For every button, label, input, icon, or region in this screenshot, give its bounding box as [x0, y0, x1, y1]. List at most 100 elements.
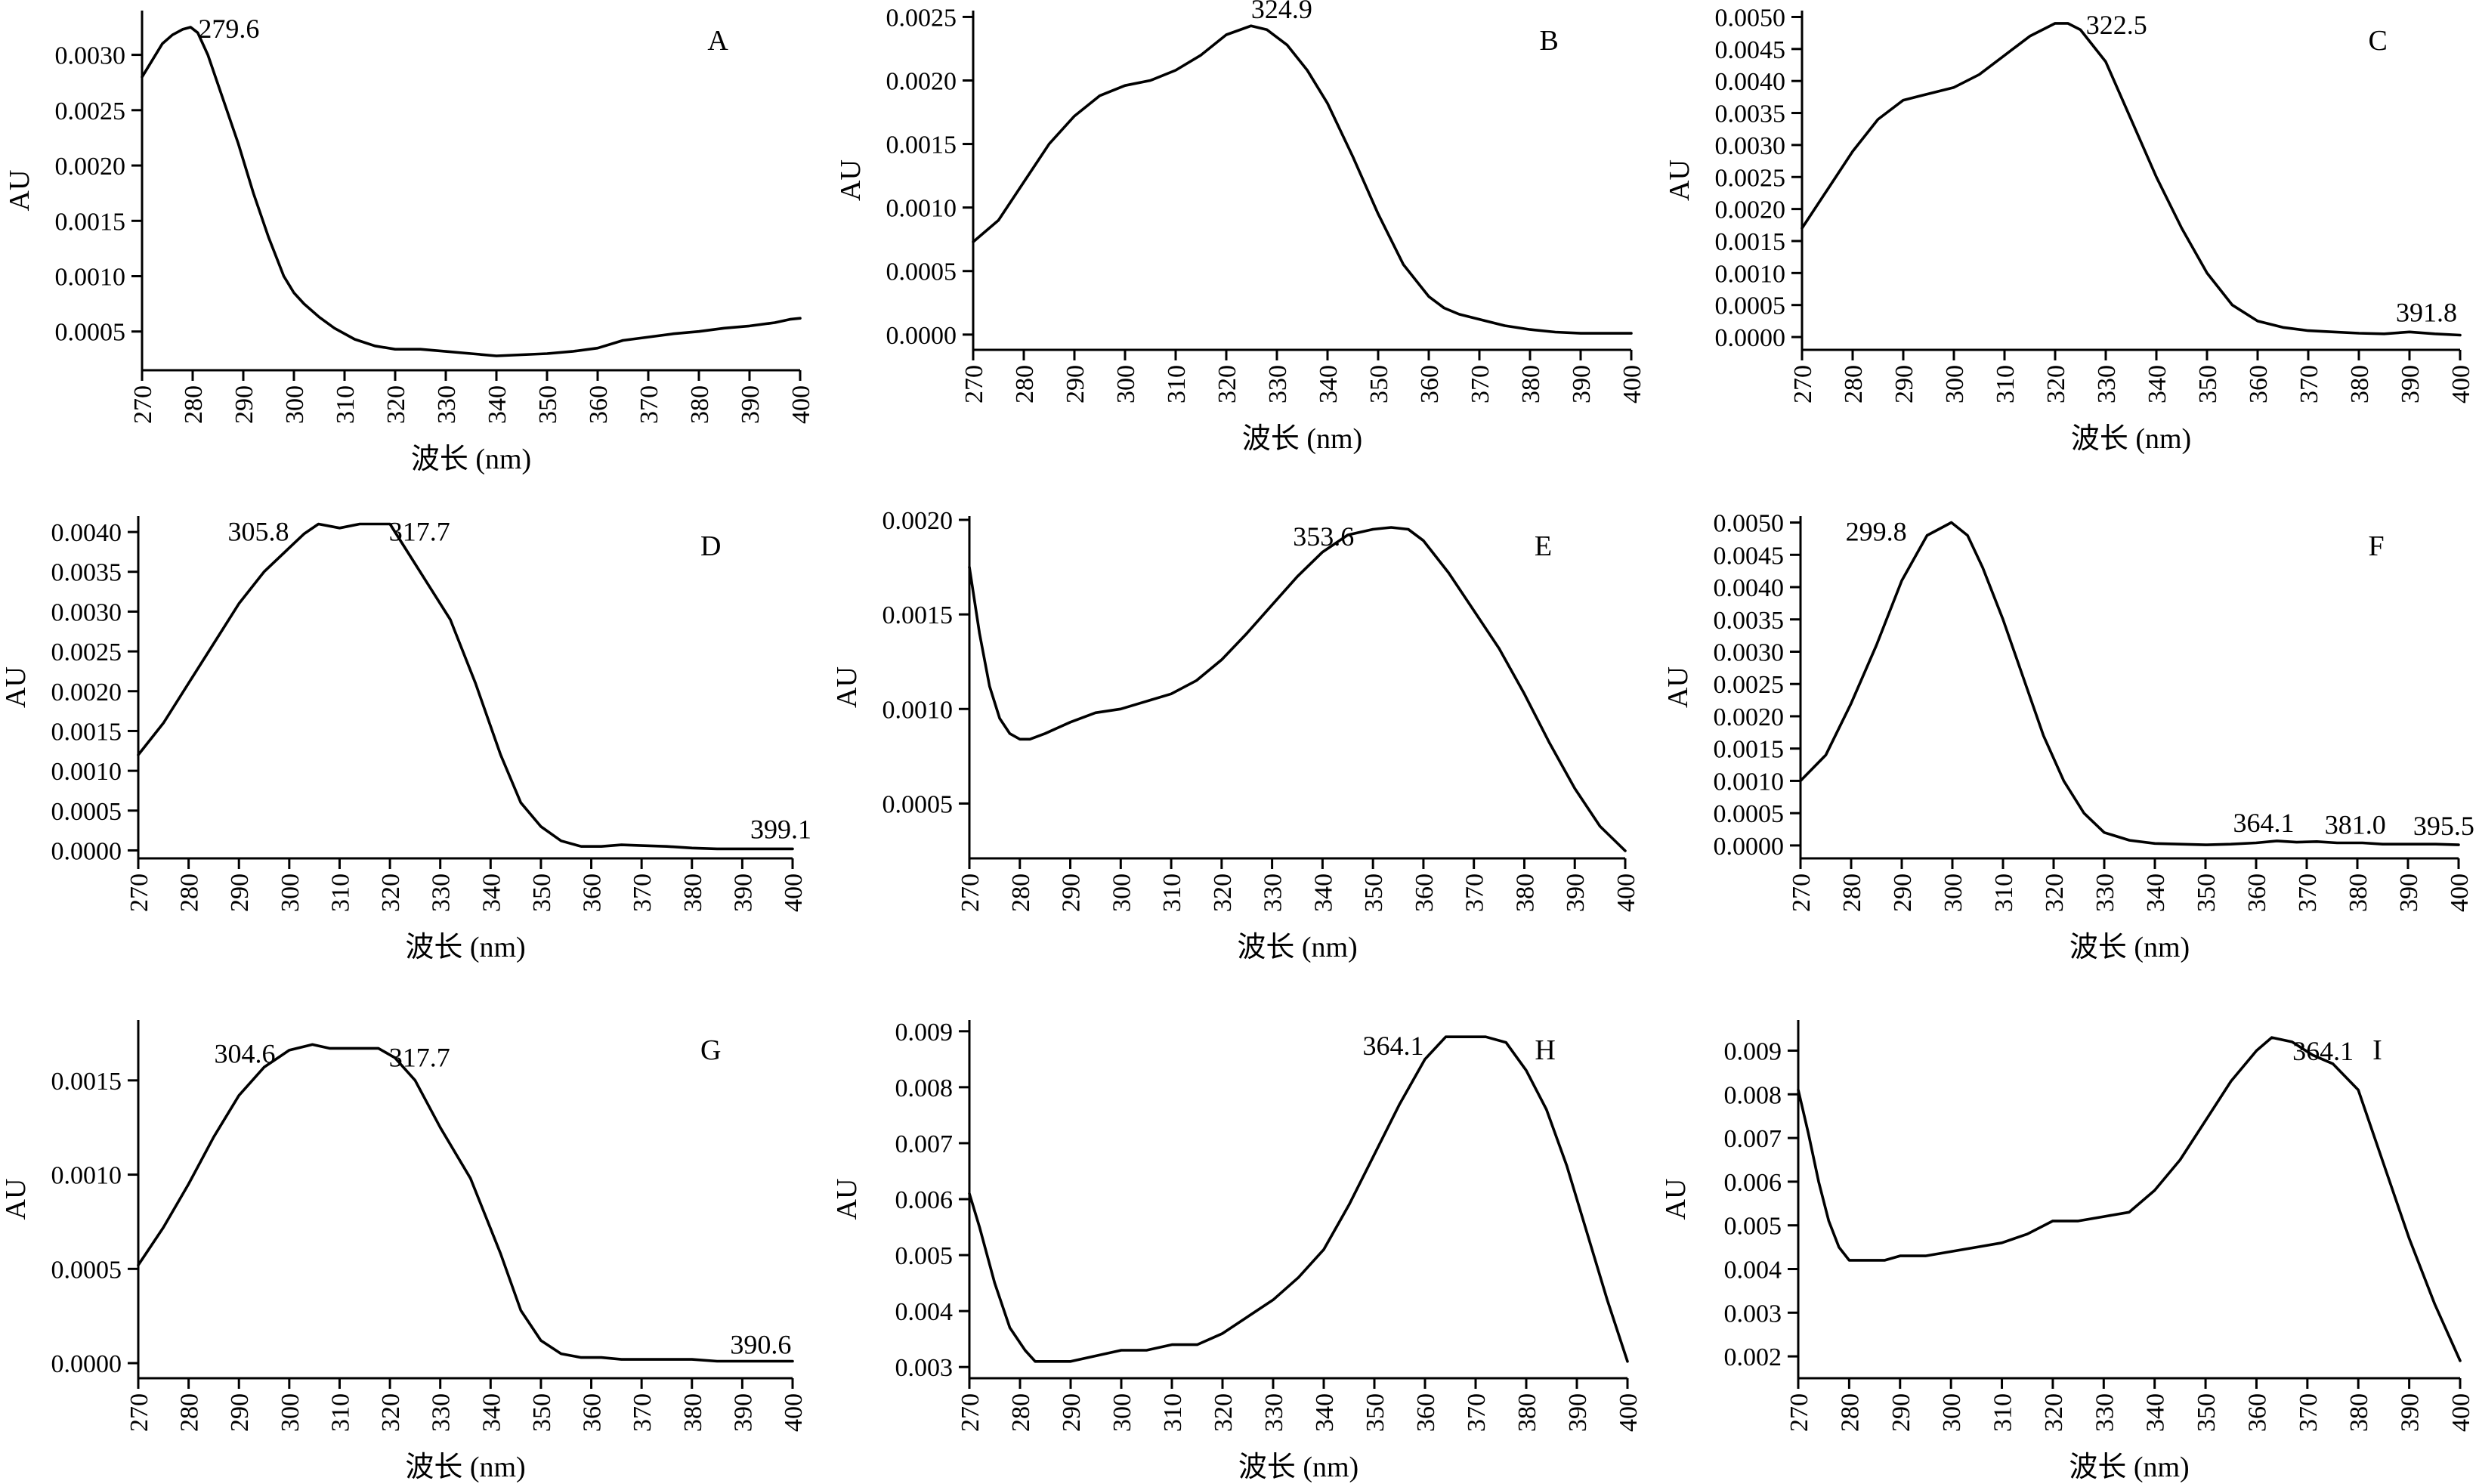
x-tick-label: 270: [957, 1393, 984, 1432]
x-tick-label: 400: [780, 873, 808, 912]
x-tick-label: 380: [679, 873, 707, 912]
x-tick-label: 390: [1564, 1393, 1592, 1432]
x-tick-label: 310: [1992, 365, 2020, 403]
y-axis-title: AU: [4, 170, 36, 212]
x-tick-label: 360: [585, 385, 613, 424]
x-tick-label: 310: [1159, 1393, 1187, 1432]
y-tick-label: 0.004: [1724, 1256, 1782, 1284]
spectrum-line: [137, 522, 794, 851]
x-tick-label: 380: [2345, 873, 2372, 912]
y-tick-label: 0.0035: [1715, 100, 1786, 128]
y-tick-label: 0.0015: [55, 208, 126, 236]
spectrum-line: [1801, 22, 2462, 337]
x-axis-title: 波长 (nm): [405, 932, 525, 963]
x-tick-label: 330: [428, 873, 456, 912]
y-tick-label: 0.0010: [1714, 768, 1785, 796]
x-tick-label: 380: [1511, 873, 1539, 912]
y-tick-label: 0.0000: [1714, 833, 1785, 861]
x-tick-label: 340: [1309, 873, 1337, 912]
x-tick-label: 350: [2193, 1393, 2221, 1432]
y-tick-label: 0.0000: [51, 837, 122, 865]
y-tick-label: 0.0050: [1715, 4, 1786, 32]
x-tick-label: 350: [534, 385, 562, 424]
y-tick-label: 0.007: [1724, 1125, 1782, 1153]
peak-label: 322.5: [2086, 10, 2147, 40]
y-tick-label: 0.0045: [1714, 542, 1785, 570]
x-tick-label: 370: [1461, 873, 1489, 912]
x-tick-label: 300: [1108, 1393, 1136, 1432]
x-tick-label: 300: [1112, 365, 1140, 403]
x-tick-label: 270: [1785, 1393, 1813, 1432]
y-axis-title: AU: [1664, 159, 1695, 201]
y-tick-label: 0.0030: [51, 598, 122, 626]
peak-label: 390.6: [730, 1330, 791, 1360]
y-tick-label: 0.0030: [1715, 132, 1786, 160]
x-axis-title: 波长 (nm): [405, 1452, 525, 1483]
x-tick-label: 370: [1467, 365, 1495, 403]
x-tick-label: 400: [2446, 873, 2474, 912]
y-tick-label: 0.0040: [51, 519, 122, 547]
x-tick-label: 290: [1062, 365, 1090, 403]
x-tick-label: 400: [1615, 1393, 1643, 1432]
panel-letter: G: [700, 1034, 721, 1066]
y-tick-label: 0.0015: [882, 601, 954, 629]
y-tick-label: 0.0005: [882, 790, 954, 818]
x-tick-label: 320: [377, 1393, 405, 1432]
axes: [137, 516, 793, 860]
x-tick-label: 290: [1890, 365, 1918, 403]
peak-label: 395.5: [2413, 811, 2474, 841]
x-tick-label: 380: [2346, 365, 2374, 403]
x-tick-label: 310: [1990, 873, 2018, 912]
y-tick-label: 0.0030: [55, 42, 126, 70]
y-tick-label: 0.003: [895, 1354, 954, 1382]
axes: [1799, 516, 2459, 860]
x-tick-label: 390: [737, 385, 765, 424]
y-axis-title: AU: [0, 666, 32, 708]
y-tick-label: 0.0005: [1714, 800, 1785, 828]
x-tick-label: 320: [2040, 1393, 2068, 1432]
x-tick-label: 370: [2294, 873, 2322, 912]
y-tick-label: 0.0050: [1714, 510, 1785, 538]
x-tick-label: 360: [2245, 365, 2273, 403]
peak-label: 304.6: [214, 1038, 275, 1068]
x-tick-label: 320: [1209, 873, 1237, 912]
x-tick-label: 350: [1365, 365, 1393, 403]
y-axis-title: AU: [831, 666, 863, 708]
x-tick-label: 360: [1416, 365, 1444, 403]
x-tick-label: 280: [1838, 873, 1866, 912]
y-tick-label: 0.0020: [1715, 196, 1786, 224]
y-tick-label: 0.006: [895, 1186, 954, 1214]
x-tick-label: 280: [1007, 873, 1035, 912]
x-tick-label: 400: [1618, 365, 1646, 403]
x-tick-label: 300: [277, 1393, 304, 1432]
x-tick-label: 370: [1463, 1393, 1491, 1432]
y-tick-label: 0.0025: [55, 97, 126, 125]
x-tick-label: 280: [180, 385, 208, 424]
x-tick-label: 330: [2091, 873, 2119, 912]
x-tick-label: 270: [1788, 873, 1816, 912]
panel-b: 270 280 290 300 310 320 330 340 350 360 370 380 390 4…: [835, 0, 1646, 455]
x-tick-label: 320: [1210, 1393, 1238, 1432]
y-tick-label: 0.0015: [51, 1068, 122, 1096]
panel-h: 270 280 290 300 310 320 330 340 350 360 370 380 390 4…: [831, 1019, 1643, 1483]
y-tick-label: 0.0025: [886, 4, 957, 32]
x-tick-label: 390: [1568, 365, 1596, 403]
x-tick-label: 290: [230, 385, 258, 424]
x-tick-label: 320: [377, 873, 405, 912]
x-tick-label: 390: [2397, 1393, 2425, 1432]
x-tick-label: 340: [484, 385, 512, 424]
y-tick-label: 0.004: [895, 1298, 954, 1326]
x-axis-title: 波长 (nm): [2069, 932, 2190, 963]
x-tick-label: 270: [960, 365, 988, 403]
peak-label: 317.7: [389, 1042, 450, 1072]
panel-f: 270 280 290 300 310 320 330 340 350 360 370 380 390 4…: [1662, 510, 2474, 963]
y-tick-label: 0.0040: [1714, 574, 1785, 602]
peak-label: 279.6: [198, 14, 259, 44]
spectrum-line: [1797, 1036, 2462, 1362]
x-tick-label: 290: [1058, 873, 1086, 912]
y-tick-label: 0.005: [1724, 1213, 1782, 1241]
x-tick-label: 370: [2295, 1393, 2323, 1432]
x-tick-label: 320: [382, 385, 410, 424]
peak-label: 299.8: [1846, 517, 1907, 547]
x-tick-label: 340: [1311, 1393, 1339, 1432]
